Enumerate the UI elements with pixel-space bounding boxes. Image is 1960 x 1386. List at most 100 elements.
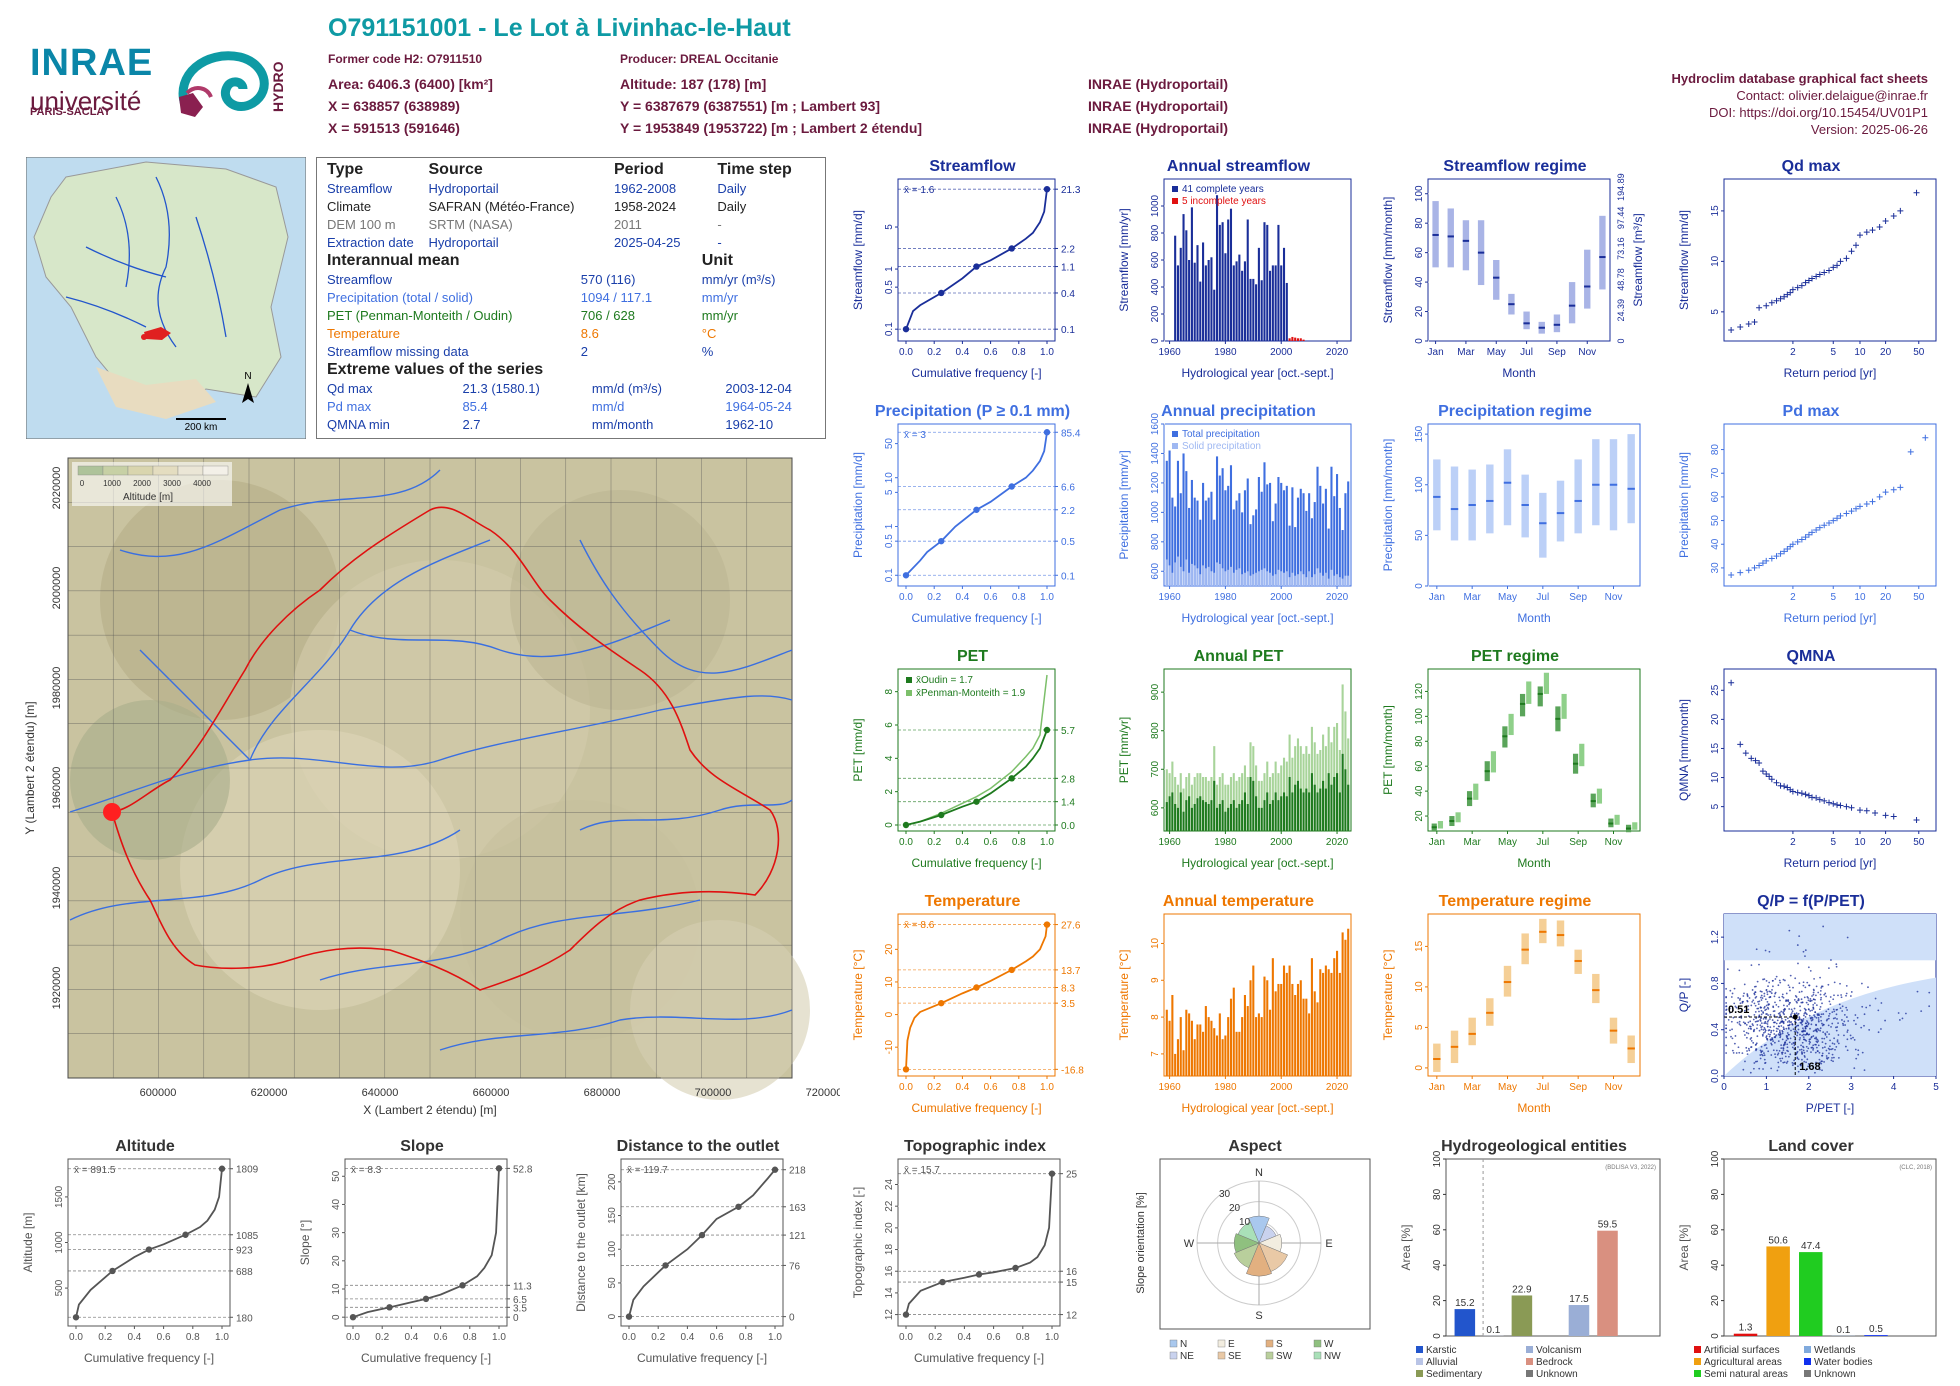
quantile-marker: [1008, 483, 1015, 490]
data-point: [1744, 1022, 1746, 1025]
data-point: [1806, 1058, 1809, 1061]
legend-swatch: [102, 465, 129, 476]
source-note: (BDLISA V3, 2022): [1605, 1165, 1656, 1171]
y-tick-label: 600: [1150, 251, 1161, 268]
data-point: [1802, 1033, 1805, 1036]
data-point: [1815, 1036, 1818, 1039]
data-point: [1821, 1041, 1824, 1044]
data-point: [1823, 993, 1826, 996]
y-tick-label: 0: [1432, 1333, 1443, 1339]
bar-solid: [1280, 571, 1283, 586]
data-point: [1812, 1047, 1815, 1050]
bar: [1338, 972, 1341, 1076]
x-axis-label: Hydrological year [oct.-sept.]: [1181, 366, 1333, 380]
y-tick-label: 15: [1414, 940, 1425, 952]
right-value-label: 3.5: [513, 1303, 527, 1314]
data-point: [1796, 1034, 1799, 1037]
data-point: [1860, 982, 1863, 985]
data-point: [1828, 967, 1830, 969]
y-tick-label: 4: [884, 755, 895, 761]
data-point: [1766, 773, 1773, 780]
bar: [1269, 1009, 1272, 1076]
data-point: [1733, 1042, 1736, 1045]
x-tick-label: 0.6: [710, 1332, 724, 1343]
data-point: [1890, 212, 1897, 219]
data-point: [1821, 269, 1828, 276]
data-point: [1836, 1018, 1838, 1020]
data-point: [1801, 1001, 1804, 1004]
chart-title: Aspect: [1228, 1138, 1282, 1155]
y-tick-label: 0: [331, 1314, 342, 1320]
box: [1592, 439, 1600, 526]
bar-secondary: [1224, 784, 1227, 831]
data-point: [1827, 1047, 1830, 1050]
bar: [1171, 792, 1174, 831]
data-point: [1837, 994, 1839, 997]
data-point: [1778, 979, 1781, 982]
legend-label: SE: [1228, 1351, 1242, 1362]
bar: [1260, 491, 1263, 586]
bar: [1232, 265, 1235, 341]
bar: [1176, 265, 1180, 341]
bar-solid: [1296, 574, 1300, 586]
data-point: [1843, 255, 1850, 262]
bar-solid: [1218, 563, 1221, 586]
y-tick-group: 5: [884, 489, 895, 495]
bar-solid: [1182, 571, 1185, 586]
source-row: Climate SAFRAN (Météo-France) 1958-2024 Dai…: [327, 197, 815, 215]
data-point: [1799, 1009, 1802, 1012]
bar-secondary: [1305, 746, 1308, 831]
plot-frame: [1723, 668, 1937, 832]
y-tick-group: 10: [884, 976, 895, 988]
x-axis-label: Cumulative frequency [-]: [911, 611, 1041, 625]
data-point: [1781, 293, 1788, 300]
bar-solid: [1210, 571, 1213, 586]
data-point: [1821, 1046, 1824, 1049]
y-tick-label: -10: [884, 1040, 895, 1055]
bar-secondary: [1338, 750, 1341, 831]
bar: [1249, 524, 1252, 586]
box: [1519, 693, 1526, 717]
bar: [1185, 1009, 1188, 1076]
data-point: [1760, 1013, 1763, 1016]
data-point: [1725, 1024, 1728, 1027]
data-point: [1772, 1005, 1775, 1008]
source-cell-period: 2025-04-25: [613, 234, 681, 250]
bar: [1344, 493, 1347, 586]
source-cell-type: Streamflow: [327, 180, 393, 196]
x-axis-label: Return period [yr]: [1784, 856, 1877, 870]
bar: [1224, 490, 1227, 586]
data-point: [1768, 1035, 1771, 1038]
data-point: [1731, 1028, 1733, 1031]
data-point: [1799, 1033, 1801, 1036]
data-point: [1771, 1038, 1773, 1041]
y-tick-label: 20: [1710, 1295, 1721, 1307]
bar: [1185, 471, 1188, 586]
data-point: [1748, 1049, 1751, 1052]
data-point: [1777, 1066, 1780, 1068]
data-point: [1746, 1050, 1748, 1052]
data-point: [1809, 969, 1812, 972]
data-point: [1792, 986, 1794, 989]
data-point: [1756, 980, 1759, 983]
data-point: [1840, 996, 1843, 999]
box: [1523, 311, 1530, 330]
bar: [1218, 475, 1221, 586]
data-point: [1728, 679, 1735, 686]
data-point: [1809, 1000, 1812, 1002]
x-tick-label: 0.8: [739, 1332, 753, 1343]
river: [139, 649, 251, 761]
altitude: Altitude: 187 (178) [m]: [620, 76, 767, 92]
right-value-label: 3.5: [1061, 999, 1075, 1010]
bar: [1280, 482, 1283, 586]
y-tick: 1940000: [51, 867, 63, 910]
x-tick-label: 1960: [1158, 1082, 1181, 1093]
extreme-cell-unit: mm/d (m³/s): [591, 380, 662, 396]
data-point: [1847, 1020, 1850, 1022]
x-tick-label: Mar: [1464, 837, 1482, 848]
data-point: [1768, 996, 1771, 999]
data-point: [1763, 1027, 1766, 1029]
data-point: [1762, 1012, 1765, 1014]
bar: [1282, 490, 1286, 586]
